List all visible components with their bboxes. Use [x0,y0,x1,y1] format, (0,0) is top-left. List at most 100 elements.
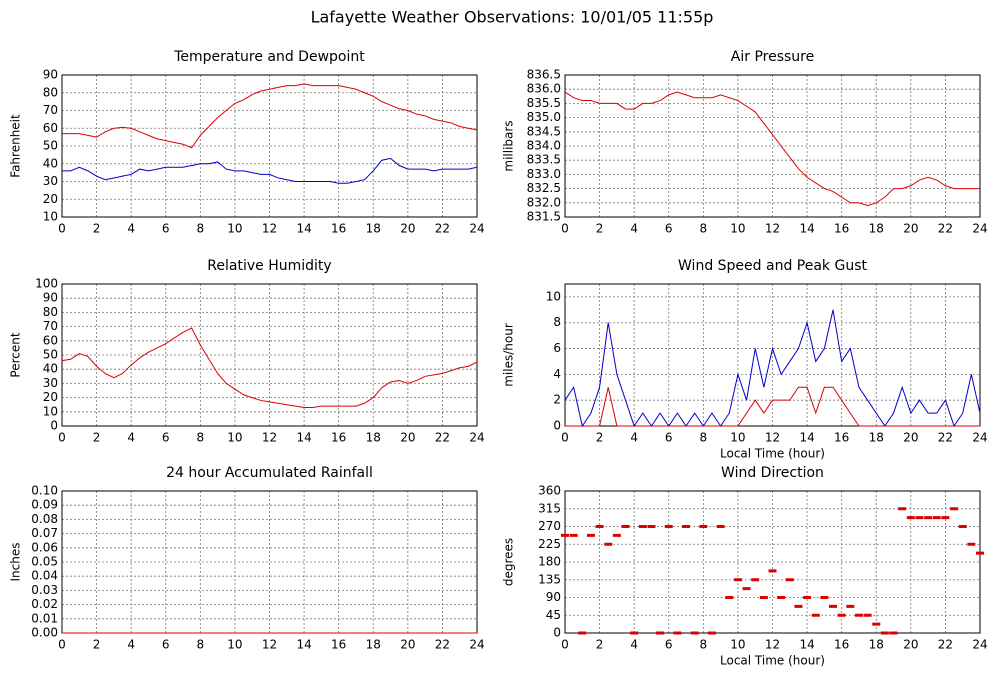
data-point [630,631,639,635]
y-tick-label: 60 [43,333,58,347]
data-point [707,631,716,635]
x-tick-label: 12 [262,431,277,445]
x-tick-label: 10 [227,222,242,236]
x-tick-label: 20 [400,431,415,445]
y-tick-label: 831.5 [527,210,561,224]
y-tick-label: 835.0 [527,110,561,124]
chart-title: Temperature and Dewpoint [173,49,365,65]
x-tick-label: 2 [93,222,101,236]
y-tick-label: 80 [43,305,58,319]
x-tick-label: 12 [765,638,780,652]
chart-title: Relative Humidity [207,258,331,274]
y-axis-label: millibars [502,120,516,171]
x-tick-label: 16 [331,222,346,236]
data-point [751,578,760,582]
data-point [829,604,838,608]
x-tick-label: 24 [972,638,987,652]
y-tick-label: 836.0 [527,82,561,96]
y-tick-label: 90 [546,590,561,604]
data-point [664,525,673,528]
x-tick-label: 6 [162,222,170,236]
y-tick-label: 0.07 [31,526,58,540]
data-point [906,516,915,520]
x-tick-label: 6 [162,431,170,445]
x-tick-label: 22 [938,222,953,236]
y-tick-label: 60 [43,121,58,135]
x-tick-label: 22 [938,638,953,652]
x-tick-label: 14 [799,638,814,652]
x-tick-label: 2 [596,222,604,236]
data-point [561,533,569,537]
x-tick-label: 22 [435,638,450,652]
y-tick-label: 0.01 [31,611,58,625]
y-tick-label: 0.03 [31,583,58,597]
data-point [716,525,725,528]
y-tick-label: 0 [553,419,561,433]
data-point [958,525,967,528]
data-point [820,596,829,599]
data-point [569,533,578,537]
y-tick-label: 135 [538,572,561,586]
y-tick-label: 0.02 [31,597,58,611]
y-tick-label: 834.0 [527,139,561,153]
data-point [941,516,950,520]
y-tick-label: 0.09 [31,498,58,512]
y-tick-label: 4 [553,367,561,381]
plot-frame [564,283,981,427]
data-point [863,613,872,617]
data-point [932,516,941,520]
data-point [950,507,959,511]
y-axis-label: Inches [9,543,23,582]
y-tick-label: 10 [43,404,58,418]
y-tick-label: 80 [43,85,58,99]
x-tick-label: 10 [730,222,745,236]
y-axis-label: Fahrenheit [9,114,23,178]
x-tick-label: 14 [296,638,311,652]
y-tick-label: 0.10 [31,484,58,498]
y-tick-label: 0 [553,626,561,640]
y-tick-label: 834.5 [527,124,561,138]
x-tick-label: 0 [58,222,66,236]
y-tick-label: 833.0 [527,167,561,181]
x-tick-label: 20 [400,638,415,652]
x-tick-label: 8 [700,638,708,652]
x-tick-label: 4 [127,638,135,652]
data-point [621,525,630,528]
data-point [768,569,777,573]
y-tick-label: 180 [538,555,561,569]
x-tick-label: 16 [834,431,849,445]
x-tick-label: 6 [665,638,673,652]
data-point [733,578,742,582]
x-tick-label: 0 [58,431,66,445]
data-line [62,83,478,149]
chart-title: Air Pressure [731,49,814,65]
data-line [564,91,980,207]
data-point [846,604,855,608]
data-point [586,533,595,537]
plot-frame [564,490,981,634]
data-point [638,525,647,528]
x-tick-label: 16 [331,431,346,445]
x-tick-label: 6 [162,638,170,652]
x-tick-label: 24 [469,222,484,236]
y-axis-label: miles/hour [502,323,516,387]
y-tick-label: 0.00 [31,626,58,640]
data-point [595,525,604,528]
x-tick-label: 18 [366,431,381,445]
data-point [699,525,708,528]
x-tick-label: 18 [366,222,381,236]
x-tick-label: 4 [127,222,135,236]
y-tick-label: 20 [43,192,58,206]
data-point [872,622,881,626]
data-line [61,327,478,409]
page-title: Lafayette Weather Observations: 10/01/05… [311,8,714,27]
x-tick-label: 12 [765,431,780,445]
x-tick-label: 14 [296,431,311,445]
data-point [785,578,794,582]
x-tick-label: 10 [730,638,745,652]
x-tick-label: 0 [561,222,569,236]
x-tick-label: 18 [366,638,381,652]
x-tick-label: 22 [435,222,450,236]
x-tick-label: 4 [630,431,638,445]
